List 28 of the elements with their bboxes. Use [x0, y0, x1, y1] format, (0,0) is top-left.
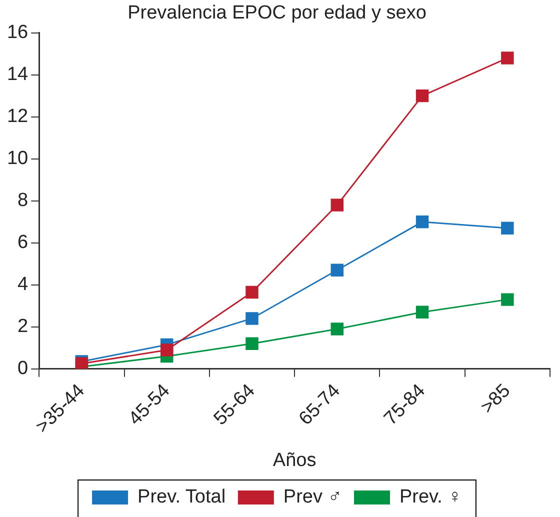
- y-tick-label: 4: [18, 274, 29, 296]
- y-tick-label: 12: [6, 106, 28, 128]
- point: [246, 337, 258, 350]
- point: [246, 286, 258, 299]
- x-tick-label: >85: [477, 380, 515, 418]
- point: [330, 264, 344, 277]
- chart-title: Prevalencia EPOC por edad y sexo: [128, 2, 426, 24]
- point: [246, 312, 258, 325]
- legend-label: Prev ♂: [283, 486, 342, 508]
- point: [330, 322, 344, 336]
- y-tick-label: 16: [6, 22, 28, 44]
- point: [501, 222, 514, 235]
- y-tick-label: 14: [6, 64, 29, 86]
- point: [501, 52, 514, 64]
- point: [416, 215, 429, 228]
- y-tick-label: 2: [18, 316, 28, 338]
- point: [416, 89, 429, 102]
- y-tick-label: 0: [18, 358, 28, 380]
- x-axis-title: Años: [272, 450, 316, 471]
- point: [160, 344, 174, 356]
- y-tick-label: 8: [18, 190, 28, 212]
- point: [501, 293, 514, 306]
- point: [330, 198, 344, 212]
- legend-label: Prev. ♀: [399, 486, 462, 508]
- legend-label: Prev. Total: [138, 486, 226, 508]
- y-tick-label: 6: [18, 232, 28, 254]
- point: [416, 306, 429, 319]
- y-tick-label: 10: [6, 148, 28, 170]
